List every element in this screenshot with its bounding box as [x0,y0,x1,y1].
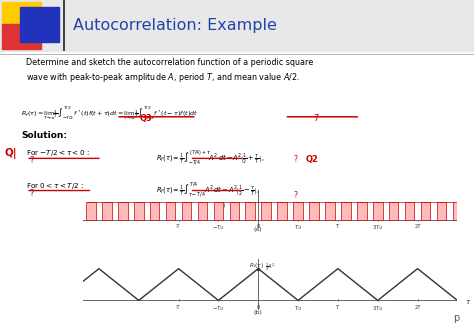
Text: $-T_{/2}$: $-T_{/2}$ [212,224,225,232]
Text: Autocorrelation: Example: Autocorrelation: Example [73,18,277,33]
Bar [373,201,383,220]
Text: 7: 7 [313,114,318,123]
Bar [102,201,112,220]
Text: T: T [336,224,339,229]
Text: $R_f(\tau) = \frac{1}{T}\int_{-T/4}^{(T/4)+\tau} A^2\,dt = A^2\!\left(\frac{1}{2: $R_f(\tau) = \frac{1}{T}\int_{-T/4}^{(T/… [156,148,265,167]
Bar [389,201,399,220]
Text: $\frac{1}{2}A^2$: $\frac{1}{2}A^2$ [264,261,275,273]
Bar [229,201,239,220]
Text: -T: -T [176,224,181,229]
Text: ?: ? [29,189,34,197]
Bar [293,201,303,220]
Text: $\tau$: $\tau$ [465,298,472,306]
Bar [325,201,335,220]
Bar [86,201,96,220]
Text: $T_{/2}$: $T_{/2}$ [294,305,302,313]
Text: $R_f(\tau)$: $R_f(\tau)$ [249,261,264,270]
Text: $f(t)$: $f(t)$ [215,201,226,210]
Bar [309,201,319,220]
Text: (b): (b) [254,310,263,315]
Bar [118,201,128,220]
Text: ?: ? [294,191,298,200]
Bar [214,201,223,220]
Text: T: T [336,305,339,310]
Text: ?: ? [294,155,298,164]
Bar [134,201,144,220]
Bar [437,201,446,220]
Text: -T: -T [176,305,181,310]
Text: ?: ? [29,156,34,165]
Text: $R_f(\tau) = \lim_{T\to\infty} \frac{1}{T}\int_{-T/2}^{T/2} f^*(t)f(t+\tau)dt = : $R_f(\tau) = \lim_{T\to\infty} \frac{1}{… [21,105,199,122]
Text: Q2: Q2 [306,155,319,164]
Text: For $0 < \tau < T/2$ :: For $0 < \tau < T/2$ : [26,180,84,191]
Text: Q3: Q3 [140,114,153,123]
Bar [421,201,430,220]
Bar [20,7,59,42]
Text: 0: 0 [256,305,260,310]
Bar [166,201,175,220]
Bar [277,201,287,220]
Text: 2T: 2T [414,305,421,310]
Text: For $-T/2 < \tau < 0$ :: For $-T/2 < \tau < 0$ : [26,148,90,158]
Bar [2,2,41,28]
Text: $3T_{/2}$: $3T_{/2}$ [372,305,383,313]
Bar [2,24,41,49]
Bar [150,201,159,220]
Text: 2T: 2T [414,224,421,229]
Text: $-T_{/2}$: $-T_{/2}$ [212,305,225,313]
Text: (a): (a) [254,227,263,232]
Text: Determine and sketch the autocorrelation function of a periodic square
wave with: Determine and sketch the autocorrelation… [26,58,313,84]
Bar [70,201,80,220]
Bar [182,201,191,220]
Text: Q|: Q| [5,148,18,159]
Text: p: p [454,313,460,323]
Bar [453,201,462,220]
Text: $T_{/2}$: $T_{/2}$ [294,224,302,232]
Text: $3T_{/2}$: $3T_{/2}$ [372,224,383,232]
Bar [54,201,64,220]
Bar [246,201,255,220]
Bar [262,201,271,220]
Text: $R_f(\tau) = \frac{1}{T}\int_{\tau-T/4}^{T/4} A^2\,dt = A^2\!\left(\frac{1}{2}-\: $R_f(\tau) = \frac{1}{T}\int_{\tau-T/4}^… [156,180,260,199]
Bar [357,201,366,220]
Bar [341,201,351,220]
Text: 0: 0 [256,224,260,229]
Text: Solution:: Solution: [21,131,67,140]
Bar [405,201,414,220]
Bar [198,201,207,220]
